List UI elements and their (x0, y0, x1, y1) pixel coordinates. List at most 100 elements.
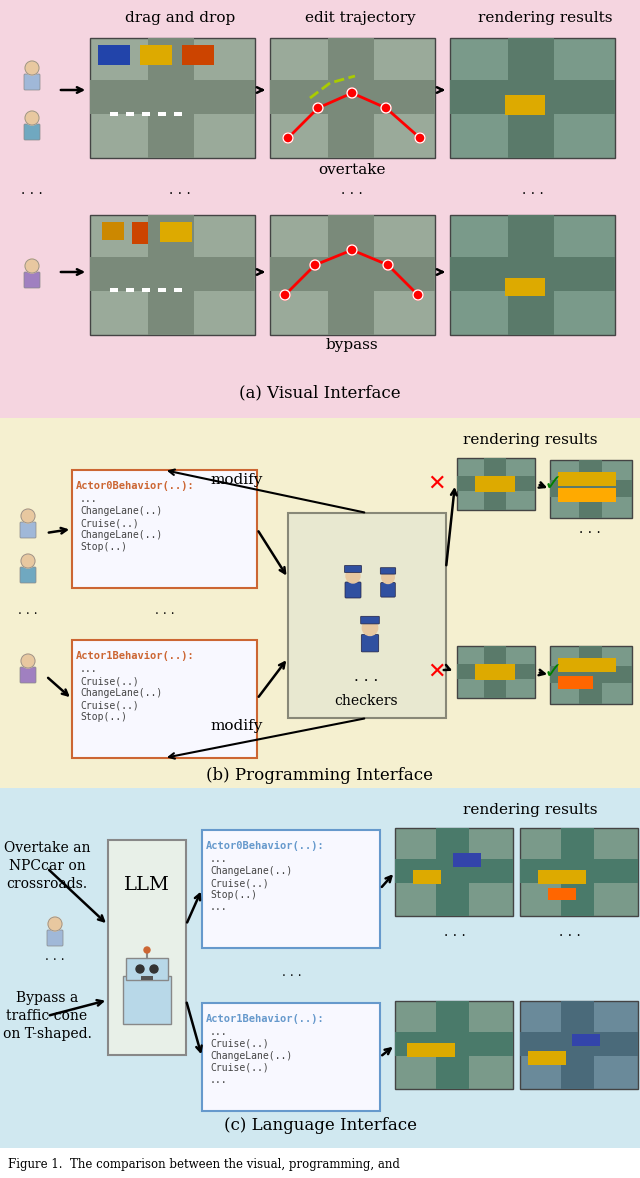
FancyBboxPatch shape (20, 522, 36, 538)
Bar (450, 80, 615, 113)
Text: (b) Programming Interface: (b) Programming Interface (207, 768, 433, 785)
Text: (c) Language Interface: (c) Language Interface (223, 1118, 417, 1134)
Bar (0, 0, 640, 418)
Text: Cruise(..): Cruise(..) (210, 1039, 269, 1048)
Text: ✓: ✓ (544, 662, 563, 682)
Circle shape (362, 620, 378, 635)
Bar (395, 859, 513, 884)
Bar (520, 828, 638, 916)
Text: ...: ... (210, 854, 228, 863)
Circle shape (381, 571, 394, 583)
Bar (142, 287, 150, 292)
Bar (141, 977, 153, 980)
Bar (457, 476, 535, 491)
Bar (0, 418, 640, 788)
Circle shape (415, 133, 425, 143)
Bar (407, 1043, 455, 1057)
Bar (450, 38, 615, 158)
Bar (436, 1001, 469, 1088)
Bar (72, 640, 257, 757)
Text: Cruise(..): Cruise(..) (210, 1063, 269, 1073)
Bar (579, 646, 602, 704)
Bar (90, 216, 255, 335)
Bar (110, 112, 118, 115)
Bar (475, 476, 515, 492)
Text: ChangeLane(..): ChangeLane(..) (80, 507, 163, 516)
Bar (202, 1002, 380, 1111)
Bar (520, 1001, 638, 1088)
Bar (550, 481, 632, 497)
Bar (453, 853, 481, 867)
Circle shape (347, 88, 357, 98)
Bar (550, 646, 632, 704)
Bar (508, 38, 554, 158)
Text: rendering results: rendering results (463, 803, 597, 818)
Bar (126, 287, 134, 292)
Circle shape (283, 133, 293, 143)
Circle shape (310, 260, 320, 270)
Bar (140, 45, 172, 65)
Bar (538, 871, 586, 884)
Text: bypass: bypass (326, 338, 378, 352)
Text: on T-shaped.: on T-shaped. (3, 1027, 92, 1041)
Bar (413, 871, 441, 884)
Text: · · ·: · · · (169, 187, 191, 201)
Text: Cruise(..): Cruise(..) (80, 518, 139, 528)
Text: rendering results: rendering results (463, 434, 597, 446)
Bar (126, 112, 134, 115)
Circle shape (346, 569, 360, 583)
Bar (475, 664, 515, 680)
Circle shape (21, 509, 35, 523)
Text: Cruise(..): Cruise(..) (80, 676, 139, 686)
FancyBboxPatch shape (362, 635, 379, 651)
Bar (436, 828, 469, 916)
Text: modify: modify (211, 474, 263, 487)
Text: Actor1Behavior(..):: Actor1Behavior(..): (76, 651, 195, 661)
Text: ...: ... (80, 494, 98, 504)
Bar (395, 1001, 513, 1088)
Bar (158, 112, 166, 115)
Text: · · ·: · · · (45, 953, 65, 966)
Bar (457, 664, 535, 679)
FancyBboxPatch shape (24, 74, 40, 90)
Text: Figure 1.  The comparison between the visual, programming, and: Figure 1. The comparison between the vis… (8, 1158, 400, 1171)
Text: · · ·: · · · (559, 929, 581, 944)
Bar (558, 676, 593, 689)
Bar (174, 112, 182, 115)
Circle shape (25, 61, 39, 75)
Bar (484, 646, 506, 699)
Text: edit trajectory: edit trajectory (305, 11, 415, 25)
Bar (550, 667, 632, 682)
Text: ChangeLane(..): ChangeLane(..) (210, 866, 292, 876)
Bar (395, 828, 513, 916)
Bar (484, 458, 506, 510)
FancyBboxPatch shape (381, 582, 396, 597)
Text: ChangeLane(..): ChangeLane(..) (80, 688, 163, 699)
Bar (123, 977, 171, 1024)
Text: · · ·: · · · (444, 929, 466, 944)
Bar (102, 221, 124, 240)
Text: Overtake an: Overtake an (4, 841, 90, 855)
Circle shape (48, 916, 62, 931)
Text: ...: ... (80, 664, 98, 674)
Text: rendering results: rendering results (477, 11, 612, 25)
Circle shape (136, 965, 144, 973)
Bar (328, 216, 374, 335)
Bar (395, 1032, 513, 1057)
Text: Actor0Behavior(..):: Actor0Behavior(..): (206, 841, 324, 851)
Circle shape (21, 654, 35, 668)
Circle shape (25, 111, 39, 125)
Circle shape (383, 260, 393, 270)
Bar (548, 888, 576, 900)
Bar (90, 38, 255, 158)
Bar (520, 1032, 638, 1057)
Text: Cruise(..): Cruise(..) (80, 700, 139, 710)
Bar (561, 828, 595, 916)
Text: Cruise(..): Cruise(..) (210, 878, 269, 888)
Bar (158, 287, 166, 292)
Text: Stop(..): Stop(..) (210, 891, 257, 900)
Text: ✕: ✕ (428, 662, 446, 682)
Text: ChangeLane(..): ChangeLane(..) (80, 530, 163, 540)
Bar (174, 287, 182, 292)
Text: ✕: ✕ (428, 474, 446, 494)
